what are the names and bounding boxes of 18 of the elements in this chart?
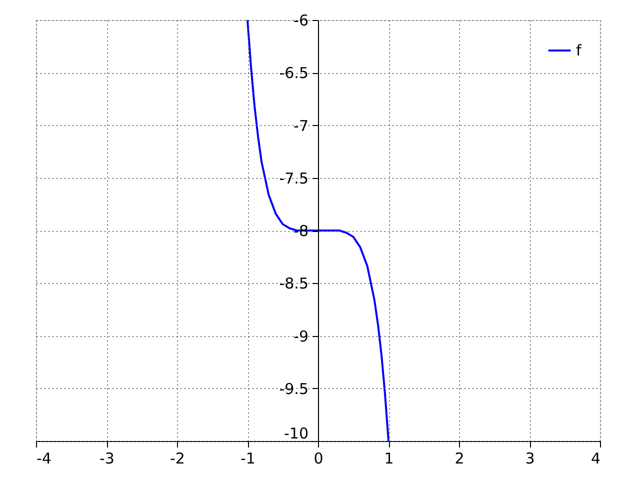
y-tick-label: -6 xyxy=(294,12,308,30)
y-tick-label: -8.5 xyxy=(279,274,308,293)
x-tick-label: -1 xyxy=(240,450,256,468)
x-tick-label: 2 xyxy=(454,450,464,468)
x-tick-label: -3 xyxy=(100,450,114,468)
x-tick-label: 4 xyxy=(590,450,600,468)
y-tick-label: -9 xyxy=(294,327,308,346)
y-tick-label: -6.5 xyxy=(279,64,308,82)
x-tick-label: -4 xyxy=(36,450,52,468)
x-tick-label: 1 xyxy=(384,450,394,468)
y-tick-label: -7.5 xyxy=(279,169,308,188)
x-tick-label: -2 xyxy=(170,450,185,468)
legend-label: f xyxy=(576,42,582,60)
y-tick-label: -9.5 xyxy=(279,380,308,398)
y-tick-label: -10 xyxy=(284,424,308,442)
y-tick-label: -7 xyxy=(294,116,308,135)
x-tick-label: 3 xyxy=(525,450,535,468)
x-tick-label: 0 xyxy=(314,450,324,468)
